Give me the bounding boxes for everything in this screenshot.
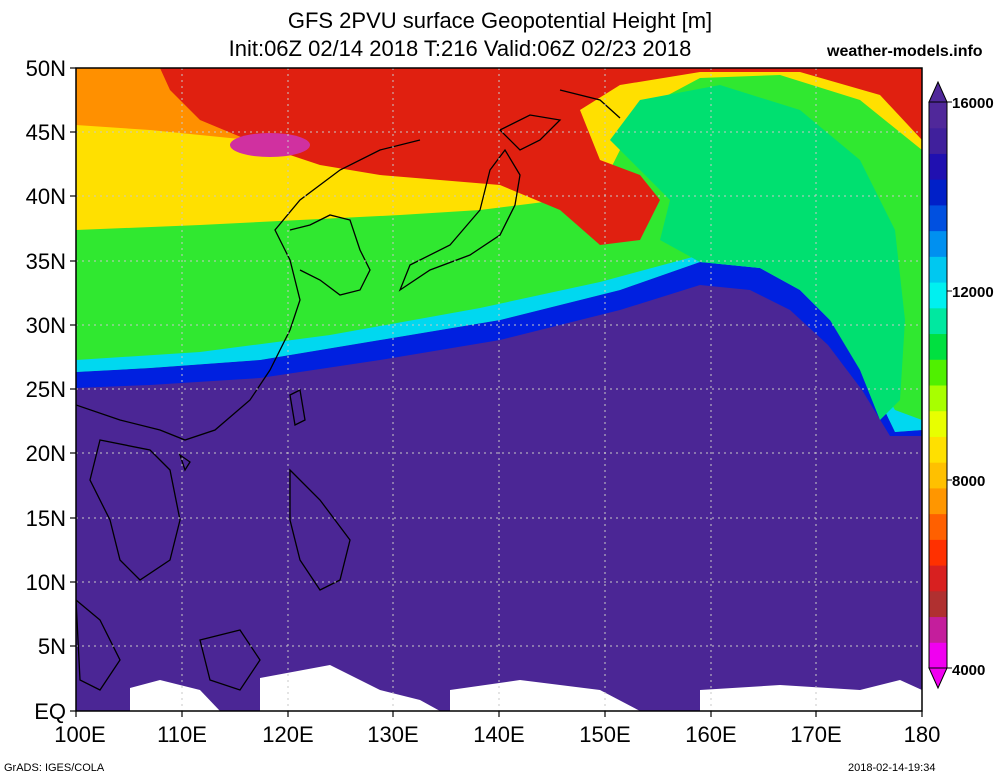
lat-label: 15N [26,506,66,531]
site-credit: weather-models.info [827,43,983,60]
colorbar-swatch [929,487,947,515]
map-subtitle: Init:06Z 02/14 2018 T:216 Valid:06Z 02/2… [228,36,692,61]
lat-label: 20N [26,441,66,466]
lat-label: 45N [26,120,66,145]
lon-label: 180 [904,722,941,747]
colorbar-swatch [929,102,947,129]
colorbar-swatch [929,333,947,360]
colorbar-frame [928,101,948,669]
lon-label: 110E [157,722,207,747]
lat-label: EQ [34,699,66,724]
colorbar-swatch [929,282,947,309]
colorbar-swatch [929,513,947,540]
lat-label: 25N [26,377,66,402]
colorbar-swatch [929,590,947,618]
lon-label: 120E [262,722,313,747]
grid-lines [76,68,922,711]
grads-credit: GrADS: IGES/COLA [4,762,105,774]
lon-label: 150E [579,722,630,747]
lat-label: 30N [26,313,66,338]
colorbar-swatch [929,565,947,592]
lat-label: 40N [26,184,66,209]
map-title: GFS 2PVU surface Geopotential Height [m] [287,8,713,33]
colorbar-swatch [929,616,947,643]
colorbar-swatch [929,359,947,386]
colorbar [928,80,952,690]
colorbar-label: 16000 [952,95,994,112]
lon-label: 140E [473,722,524,747]
colorbar-label: 8000 [952,473,985,490]
colorbar-swatch [929,307,947,335]
colorbar-swatch [929,153,947,180]
timestamp: 2018-02-14-19:34 [848,762,936,774]
colorbar-swatch [929,204,947,232]
colorbar-swatch [929,385,947,412]
colorbar-min-arrow [928,667,948,690]
colorbar-swatch [929,230,947,257]
colorbar-swatch [929,642,947,669]
colorbar-swatch [929,539,947,566]
colorbar-swatch [929,127,947,154]
lat-label: 35N [26,249,66,274]
colorbar-label: 4000 [952,662,985,679]
lon-label: 130E [367,722,418,747]
colorbar-swatch [929,179,947,206]
lat-label: 10N [26,570,66,595]
colorbar-swatch [929,462,947,489]
lon-label: 100E [54,722,105,747]
colorbar-swatch [929,436,947,463]
lon-label: 160E [685,722,736,747]
lon-label: 170E [790,722,841,747]
colorbar-label: 12000 [952,284,994,301]
colorbar-max-arrow [928,80,948,103]
lat-label: 5N [38,634,66,659]
colorbar-swatch [929,410,947,437]
lat-label: 50N [26,56,66,81]
colorbar-swatch [929,256,947,283]
